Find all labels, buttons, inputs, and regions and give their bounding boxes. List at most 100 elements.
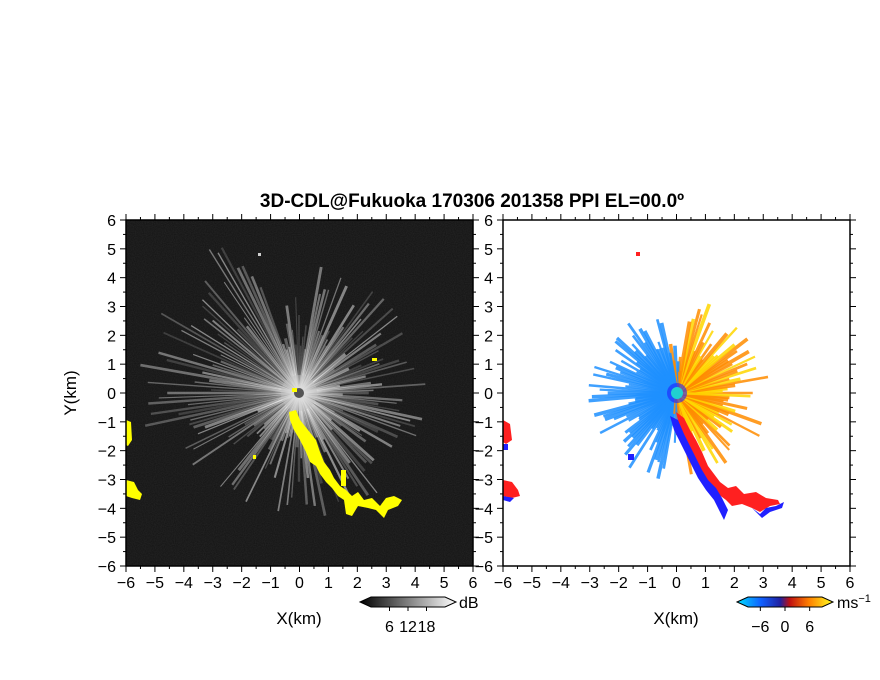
colorbar-gray-bar xyxy=(358,596,458,608)
y-tick-label: 0 xyxy=(107,386,116,403)
y-tick-label: 3 xyxy=(107,300,116,317)
reflectivity-ray xyxy=(298,302,370,394)
reflectivity-ray xyxy=(197,392,300,435)
reflectivity-ray xyxy=(203,318,300,394)
velocity-west-edge-red xyxy=(503,420,520,498)
x-tick-label: 6 xyxy=(846,575,855,592)
reflectivity-ray xyxy=(298,307,394,394)
reflectivity-ray xyxy=(207,291,300,394)
colorbar-unit-left: dB xyxy=(459,595,479,612)
y-tick-label: 4 xyxy=(107,271,116,288)
reflectivity-ray xyxy=(298,392,378,494)
reflectivity-ray xyxy=(163,331,300,394)
y-tick-label: 6 xyxy=(484,213,493,230)
y-tick-label: −4 xyxy=(98,501,116,518)
chart-title: 3D-CDL@Fukuoka 170306 201358 PPI EL=00.0… xyxy=(260,191,684,212)
velocity-panel: −6 −5 −4 −3 −2 −1 0 1 2 3 4 5 6 6 5 4 3 2 1 0 −1 −2 −3 −4 −5 −6 X… xyxy=(475,213,856,628)
y-tick-label: −4 xyxy=(475,501,493,518)
y-tick-label: 2 xyxy=(107,328,116,345)
y-tick-label: −6 xyxy=(98,559,116,576)
x-tick-label: 0 xyxy=(295,575,304,592)
reflectivity-ray xyxy=(189,392,300,426)
x-tick-label: −2 xyxy=(233,575,251,592)
reflectivity-ticks: −6 −5 −4 −3 −2 −1 0 1 2 3 4 5 6 6 5 4 3 2 1 0 −1 −2 −3 −4 −5 −6 xyxy=(98,213,479,592)
x-axis-label-right: X(km) xyxy=(653,609,698,628)
colorbar-ticks-right: −6 0 6 xyxy=(751,607,814,636)
colorbar-tick-label: 0 xyxy=(781,619,790,636)
y-tick-label: −2 xyxy=(475,444,493,461)
velocity-south-ridge-red xyxy=(676,412,780,512)
reflectivity-ray xyxy=(166,358,300,395)
reflectivity-ray xyxy=(236,267,301,394)
reflectivity-ray xyxy=(241,265,301,394)
reflectivity-ray xyxy=(190,392,300,421)
colorbar-velocity-bar xyxy=(735,596,835,608)
x-tick-label: 1 xyxy=(324,575,333,592)
colorbar-tick-label: 12 xyxy=(399,619,417,636)
x-tick-label: −3 xyxy=(581,575,599,592)
y-tick-label: 3 xyxy=(484,300,493,317)
reflectivity-ray xyxy=(193,391,300,429)
y-axis-label: Y(km) xyxy=(61,370,80,415)
echo-small-2 xyxy=(372,358,377,361)
reflectivity-ray xyxy=(217,252,300,394)
colorbar-tick-label: 18 xyxy=(418,619,436,636)
x-tick-label: 3 xyxy=(759,575,768,592)
reflectivity-ray xyxy=(298,392,359,487)
colorbar-tick-label: 6 xyxy=(385,619,394,636)
x-tick-label: −6 xyxy=(117,575,135,592)
x-tick-label: 4 xyxy=(411,575,420,592)
velocity-ray xyxy=(676,391,751,398)
y-tick-label: 5 xyxy=(107,242,116,259)
colorbar-ticks-left: 6 12 18 xyxy=(385,607,436,636)
reflectivity-ray xyxy=(192,353,300,394)
reflectivity-ray xyxy=(298,392,411,422)
reflectivity-ray xyxy=(202,299,300,394)
y-tick-label: 4 xyxy=(484,271,493,288)
reflectivity-ray xyxy=(298,291,374,394)
reflectivity-ray xyxy=(158,351,300,395)
reflectivity-ray xyxy=(298,332,403,395)
echo-small-3 xyxy=(253,455,256,459)
reflectivity-ray xyxy=(144,391,300,427)
colorbar-tick-label: −6 xyxy=(751,619,769,636)
echo-small-1 xyxy=(341,470,346,486)
reflectivity-ray xyxy=(298,367,415,394)
colorbar-unit-right: ms−1 xyxy=(837,593,871,612)
reflectivity-ray xyxy=(212,319,300,394)
velocity-speck-2 xyxy=(628,454,634,460)
y-tick-label: −2 xyxy=(98,444,116,461)
reflectivity-ray xyxy=(286,392,300,505)
reflectivity-ray xyxy=(204,280,300,394)
reflectivity-ray xyxy=(245,392,300,503)
velocity-speck-1 xyxy=(636,252,640,256)
reflectivity-ray xyxy=(298,315,398,394)
y-tick-label: −5 xyxy=(475,530,493,547)
echo-small-4 xyxy=(292,388,297,392)
x-tick-label: 2 xyxy=(353,575,362,592)
y-tick-label: −5 xyxy=(98,530,116,547)
reflectivity-ray xyxy=(193,392,300,450)
reflectivity-ray xyxy=(298,392,350,496)
reflectivity-ray xyxy=(298,361,407,394)
x-axis-label-left: X(km) xyxy=(276,609,321,628)
velocity-rays xyxy=(588,303,769,480)
x-tick-label: 2 xyxy=(730,575,739,592)
reflectivity-ray xyxy=(298,277,342,394)
reflectivity-ray xyxy=(178,391,300,416)
x-tick-label: 5 xyxy=(440,575,449,592)
y-tick-label: −3 xyxy=(475,473,493,490)
reflectivity-ray xyxy=(202,305,300,394)
reflectivity-ray xyxy=(220,247,300,394)
reflectivity-panel: −6 −5 −4 −3 −2 −1 0 1 2 3 4 5 6 6 5 4 3 2 1 0 −1 −2 −3 −4 −5 −6 X… xyxy=(61,213,479,628)
reflectivity-ray xyxy=(298,391,423,421)
velocity-ticks: −6 −5 −4 −3 −2 −1 0 1 2 3 4 5 6 6 5 4 3 2 1 0 −1 −2 −3 −4 −5 −6 xyxy=(475,213,856,592)
reflectivity-ray xyxy=(233,392,300,491)
reflectivity-colorbar: dB 6 12 18 xyxy=(358,595,479,636)
velocity-colorbar: ms−1 −6 0 6 xyxy=(735,593,871,636)
x-tick-label: 1 xyxy=(701,575,710,592)
y-tick-label: 5 xyxy=(484,242,493,259)
velocity-edge-echoes xyxy=(503,252,784,520)
reflectivity-ray xyxy=(298,392,417,437)
